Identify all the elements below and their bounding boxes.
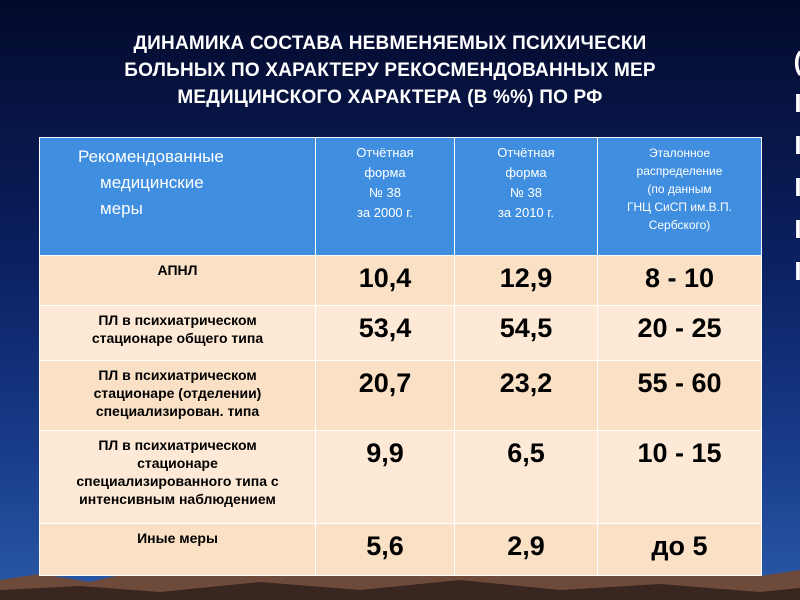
table-row: АПНЛ 10,4 12,9 8 - 10	[39, 255, 762, 306]
table-row: ПЛ в психиатрическом стационаре специали…	[39, 430, 762, 524]
value-reference: 10 - 15	[597, 430, 762, 524]
slide-title: ДИНАМИКА СОСТАВА НЕВМЕНЯЕМЫХ ПСИХИЧЕСКИ …	[60, 30, 720, 111]
value-2000: 53,4	[315, 305, 455, 361]
table-header-row: Рекомендованные медицинские меры Отчётна…	[39, 137, 762, 256]
table-row: ПЛ в психиатрическом стационаре (отделен…	[39, 360, 762, 431]
value-2010: 2,9	[454, 523, 598, 576]
row-label: ПЛ в психиатрическом стационаре специали…	[39, 430, 316, 524]
row-label: ПЛ в психиатрическом стационаре (отделен…	[39, 360, 316, 431]
table-row: ПЛ в психиатрическом стационаре общего т…	[39, 305, 762, 361]
table-row: Иные меры 5,6 2,9 до 5	[39, 523, 762, 576]
value-2000: 9,9	[315, 430, 455, 524]
value-reference: 8 - 10	[597, 255, 762, 306]
value-reference: 20 - 25	[597, 305, 762, 361]
value-2010: 6,5	[454, 430, 598, 524]
value-reference: до 5	[597, 523, 762, 576]
header-measures: Рекомендованные медицинские меры	[39, 137, 316, 256]
value-2010: 12,9	[454, 255, 598, 306]
value-2000: 20,7	[315, 360, 455, 431]
row-label: Иные меры	[39, 523, 316, 576]
header-form-2000: Отчётная форма № 38 за 2000 г.	[315, 137, 455, 256]
title-line: ДИНАМИКА СОСТАВА НЕВМЕНЯЕМЫХ ПСИХИЧЕСКИ	[133, 33, 647, 54]
title-line: МЕДИЦИНСКОГО ХАРАКТЕРА (В %%) ПО РФ	[177, 87, 603, 108]
value-2000: 5,6	[315, 523, 455, 576]
header-reference: Эталонное распределение (по данным ГНЦ С…	[597, 137, 762, 256]
row-label: ПЛ в психиатрическом стационаре общего т…	[39, 305, 316, 361]
value-2010: 23,2	[454, 360, 598, 431]
value-reference: 55 - 60	[597, 360, 762, 431]
header-form-2010: Отчётная форма № 38 за 2010 г.	[454, 137, 598, 256]
value-2000: 10,4	[315, 255, 455, 306]
measures-table: Рекомендованные медицинские меры Отчётна…	[39, 137, 762, 576]
title-line: БОЛЬНЫХ ПО ХАРАКТЕРУ РЕКОСМЕНДОВАННЫХ МЕ…	[124, 60, 656, 81]
value-2010: 54,5	[454, 305, 598, 361]
row-label: АПНЛ	[39, 255, 316, 306]
